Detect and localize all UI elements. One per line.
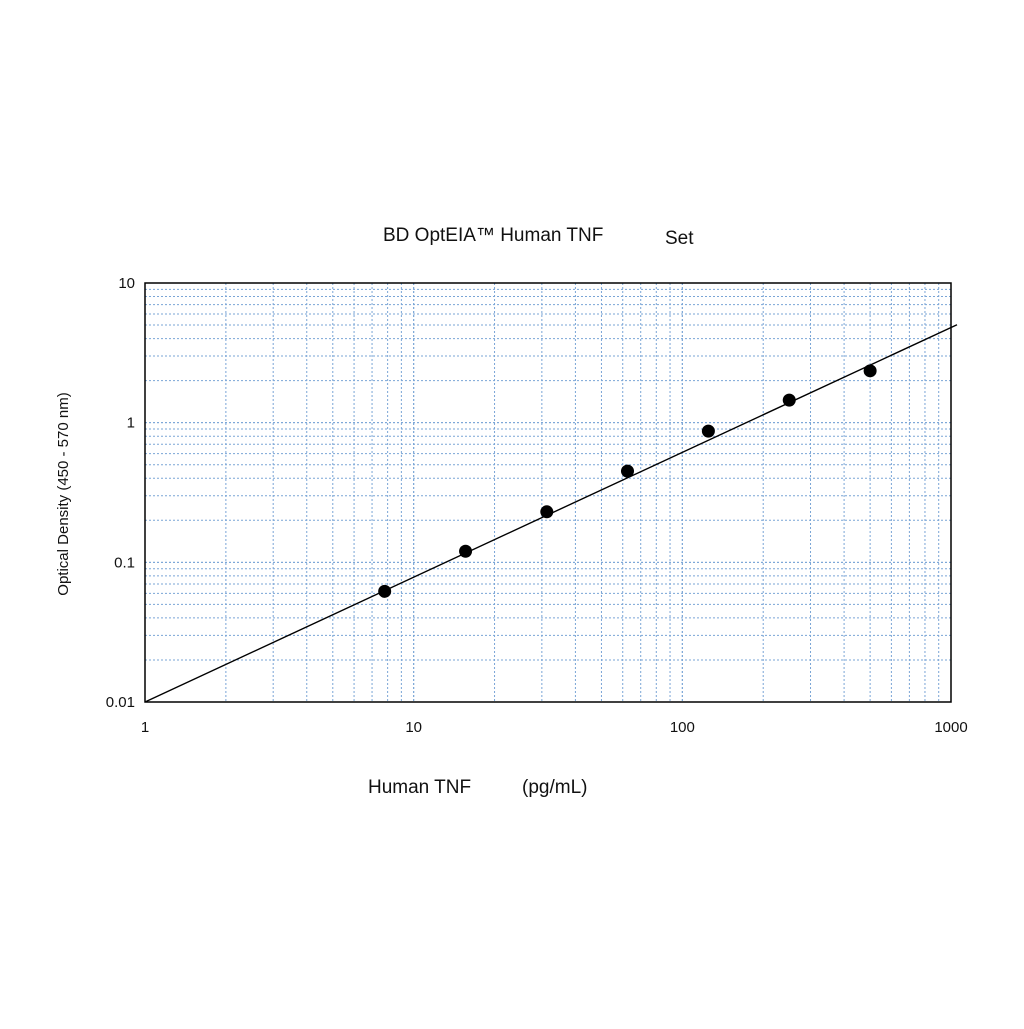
data-point: [782, 393, 796, 407]
y-tick-label: 1: [127, 415, 135, 432]
tick-labels: 1 10 100 1000 10 1 0.1 0.01: [106, 275, 968, 736]
x-tick-label: 1000: [934, 719, 967, 736]
y-tick-label: 10: [118, 275, 135, 292]
data-points: [378, 364, 877, 598]
x-tick-label: 100: [670, 719, 695, 736]
x-axis-label: Human TNF: [368, 777, 471, 798]
data-point: [863, 364, 877, 378]
x-tick-label: 10: [405, 719, 422, 736]
y-tick-label: 0.1: [114, 554, 135, 571]
data-point: [459, 544, 473, 558]
data-point: [620, 464, 634, 478]
data-point: [540, 505, 554, 519]
x-axis-unit: (pg/mL): [522, 777, 587, 798]
data-point: [701, 424, 715, 438]
data-point: [378, 584, 392, 598]
x-tick-label: 1: [141, 719, 149, 736]
chart-subtitle: Set: [665, 228, 694, 249]
grid: [145, 283, 951, 702]
y-tick-label: 0.01: [106, 694, 135, 711]
chart-title: BD OptEIA™ Human TNF: [383, 225, 603, 246]
y-axis-label: Optical Density (450 - 570 nm): [55, 392, 72, 595]
plot-frame: [144, 282, 952, 703]
